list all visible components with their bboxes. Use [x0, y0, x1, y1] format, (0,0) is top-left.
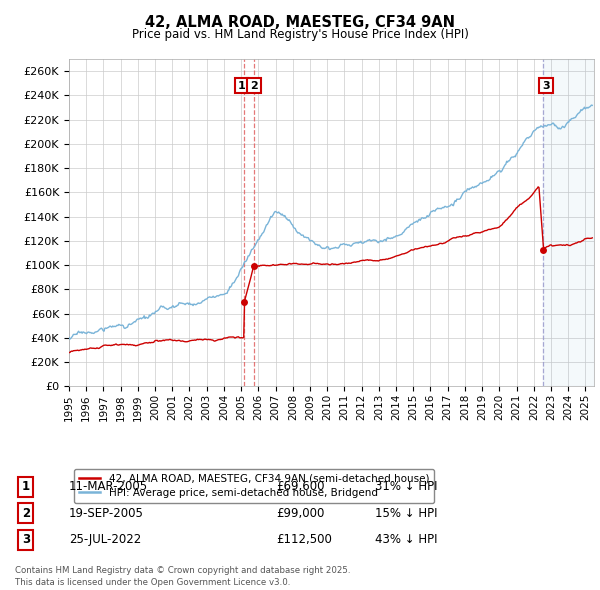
Text: 3: 3: [22, 533, 30, 546]
Text: 2: 2: [22, 507, 30, 520]
Text: 15% ↓ HPI: 15% ↓ HPI: [375, 507, 437, 520]
Text: 1: 1: [22, 480, 30, 493]
Text: 3: 3: [542, 81, 550, 91]
Text: 1: 1: [238, 81, 245, 91]
Text: 31% ↓ HPI: 31% ↓ HPI: [375, 480, 437, 493]
Text: 25-JUL-2022: 25-JUL-2022: [69, 533, 141, 546]
Bar: [544, 59, 594, 386]
Text: £69,600: £69,600: [276, 480, 325, 493]
Text: 42, ALMA ROAD, MAESTEG, CF34 9AN: 42, ALMA ROAD, MAESTEG, CF34 9AN: [145, 15, 455, 30]
Text: £99,000: £99,000: [276, 507, 325, 520]
Text: £112,500: £112,500: [276, 533, 332, 546]
Legend: 42, ALMA ROAD, MAESTEG, CF34 9AN (semi-detached house), HPI: Average price, semi: 42, ALMA ROAD, MAESTEG, CF34 9AN (semi-d…: [74, 468, 434, 503]
Text: Price paid vs. HM Land Registry's House Price Index (HPI): Price paid vs. HM Land Registry's House …: [131, 28, 469, 41]
Text: 43% ↓ HPI: 43% ↓ HPI: [375, 533, 437, 546]
Text: 11-MAR-2005: 11-MAR-2005: [69, 480, 148, 493]
Text: 2: 2: [250, 81, 258, 91]
Text: Contains HM Land Registry data © Crown copyright and database right 2025.
This d: Contains HM Land Registry data © Crown c…: [15, 566, 350, 587]
Text: 19-SEP-2005: 19-SEP-2005: [69, 507, 144, 520]
